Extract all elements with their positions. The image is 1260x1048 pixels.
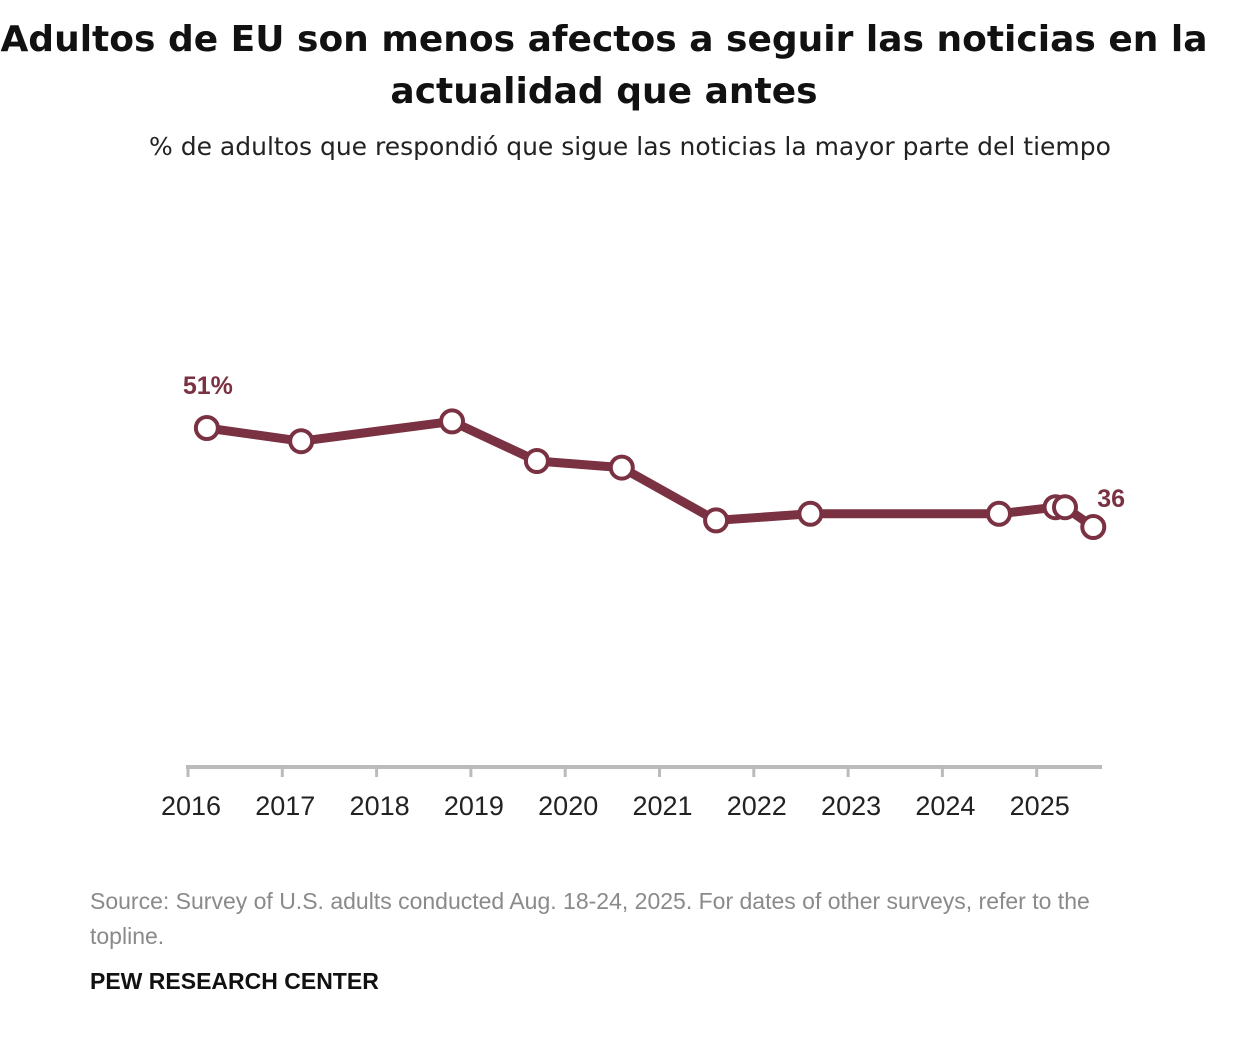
chart-title: Adultos de EU son menos afectos a seguir… [0, 19, 1208, 112]
data-point [703, 507, 730, 534]
x-tick-label: 2017 [255, 791, 315, 821]
data-point [985, 500, 1012, 527]
data-point [797, 500, 824, 527]
x-tick-label: 2021 [632, 791, 692, 821]
x-tick-label: 2025 [1010, 791, 1070, 821]
data-point [1080, 514, 1107, 540]
x-tick-label: 2019 [444, 791, 504, 821]
data-point [439, 408, 466, 435]
data-point [608, 454, 635, 481]
source-note: Source: Survey of U.S. adults conducted … [90, 888, 1090, 949]
series-line [206, 416, 1096, 531]
x-tick-label: 2020 [538, 791, 598, 821]
x-tick-label: 2023 [821, 791, 881, 821]
data-point [288, 428, 315, 455]
chart-subtitle: % de adultos que respondió que sigue las… [149, 132, 1111, 161]
data-point [193, 415, 220, 441]
x-tick-label: 2022 [727, 791, 787, 821]
x-tick-label: 2018 [350, 791, 410, 821]
x-tick-label: 2024 [915, 791, 975, 821]
data-label-first: 51% [183, 372, 233, 400]
pew-logo: PEW RESEARCH CENTER [90, 968, 379, 994]
data-point [1051, 494, 1078, 521]
data-label-last: 36 [1097, 485, 1125, 513]
x-tick-label: 2016 [161, 791, 221, 821]
data-point [523, 448, 550, 474]
